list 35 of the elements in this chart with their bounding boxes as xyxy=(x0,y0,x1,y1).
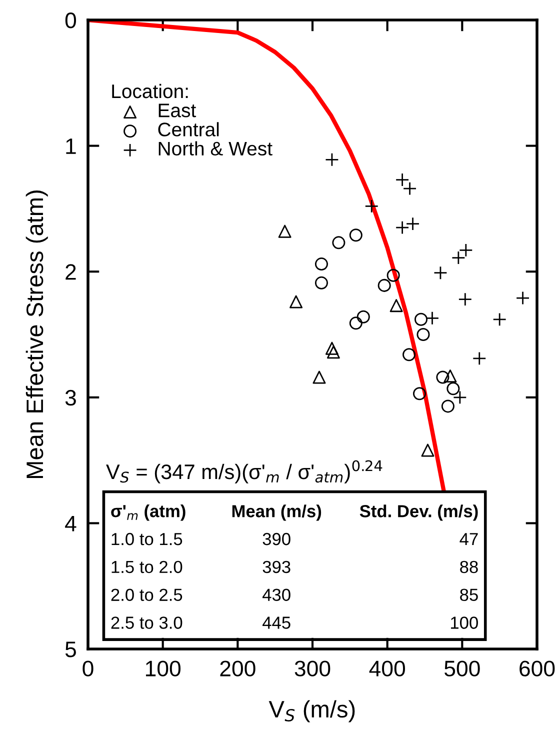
y-tick-label: 3 xyxy=(65,390,76,406)
x-tick-label: 400 xyxy=(369,660,406,676)
legend-label: Central xyxy=(158,122,219,136)
x-axis-title: V$_{S}$ (m/s) xyxy=(268,700,355,722)
x-tick-label: 500 xyxy=(444,660,480,676)
annotation: σ'$_{m}$ (atm) xyxy=(111,504,186,521)
annotation: 1.5 to 2.0 xyxy=(112,560,182,574)
annotation: V$_{S}$ = (347 m/s)(σ'$_{m}$ / σ'$_{atm}$)$^{0.24}$ xyxy=(106,460,382,484)
x-tick-label: 100 xyxy=(146,660,181,676)
x-tick-label: 300 xyxy=(294,660,330,676)
annotation: 85 xyxy=(460,588,478,601)
x-tick-label: 600 xyxy=(520,660,555,676)
annotation: 393 xyxy=(262,560,290,574)
annotation: 390 xyxy=(262,532,290,546)
annotation: 47 xyxy=(460,533,478,546)
annotation: 2.5 to 3.0 xyxy=(111,616,182,629)
annotation: 1.0 to 1.5 xyxy=(112,532,182,546)
annotation: 100 xyxy=(450,616,478,629)
legend-label: North & West xyxy=(158,141,272,156)
y-tick-label: 4 xyxy=(65,516,76,532)
y-axis-title: Mean Effective Stress (atm) xyxy=(26,190,48,478)
annotation: 445 xyxy=(262,616,290,629)
y-tick-label: 0 xyxy=(65,12,76,28)
annotation: 2.0 to 2.5 xyxy=(111,588,182,601)
y-tick-label: 2 xyxy=(66,264,76,280)
legend-title: Location: xyxy=(112,84,188,98)
y-tick-label: 5 xyxy=(65,642,76,658)
x-tick-label: 200 xyxy=(220,660,256,676)
y-tick-label: 1 xyxy=(66,138,76,154)
legend-label: East xyxy=(158,104,196,118)
annotation: Std. Dev. (m/s) xyxy=(360,504,478,521)
annotation: Mean (m/s) xyxy=(232,504,322,521)
annotation: 430 xyxy=(262,588,290,601)
annotation: 88 xyxy=(460,560,478,574)
x-tick-label: 0 xyxy=(82,660,94,676)
